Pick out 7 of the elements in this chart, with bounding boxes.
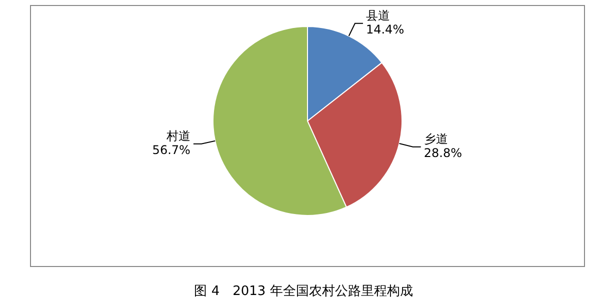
slice-label: 乡道 [424, 132, 448, 146]
slice-label: 县道 [366, 8, 390, 23]
data-label: 28.8% [424, 146, 462, 160]
text: 图 4 2013 年全国农村公路里程构成 [193, 283, 414, 300]
data-label: 14.4% [366, 22, 404, 37]
data-label: 56.7% [152, 142, 190, 157]
slice-label: 村道 [165, 128, 190, 143]
